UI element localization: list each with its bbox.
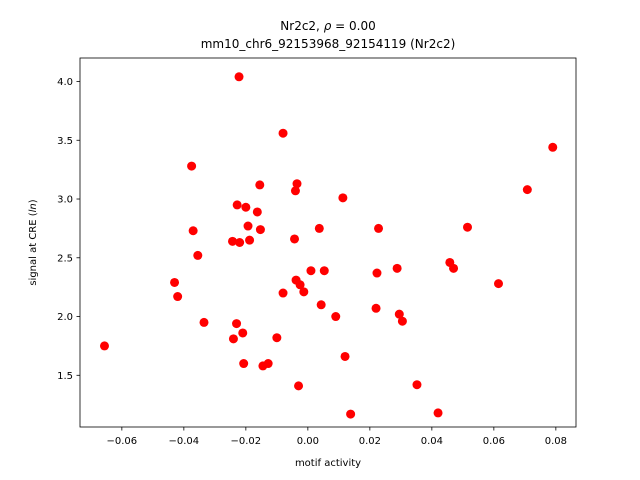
- data-point: [263, 359, 273, 369]
- chart-title-line2: mm10_chr6_92153968_92154119 (Nr2c2): [201, 37, 456, 51]
- data-point: [372, 268, 382, 278]
- plot-frame: [79, 57, 577, 428]
- y-tick-label: 1.5: [57, 371, 73, 382]
- data-point: [170, 277, 180, 287]
- data-point: [463, 222, 472, 232]
- data-point: [294, 381, 304, 391]
- y-axis-label: signal at CRE (ln): [28, 199, 39, 285]
- y-tick-label: 2.0: [57, 312, 73, 323]
- data-point: [228, 334, 238, 344]
- data-point: [272, 333, 282, 343]
- data-point: [199, 317, 209, 327]
- data-point: [522, 185, 532, 195]
- y-axis: 1.5 2.0 2.5 3.0 3.5 4.0: [57, 77, 80, 382]
- data-point: [548, 142, 558, 152]
- y-tick-label: 3.0: [57, 195, 73, 206]
- data-point: [394, 309, 404, 319]
- x-tick-label: 0.00: [297, 436, 319, 447]
- data-point: [314, 223, 324, 233]
- data-point: [255, 180, 265, 190]
- data-point: [397, 316, 407, 326]
- data-points: [99, 72, 558, 419]
- data-point: [239, 359, 249, 369]
- data-point: [295, 280, 305, 290]
- x-tick-label: −0.06: [107, 436, 138, 447]
- data-point: [234, 72, 244, 82]
- data-point: [238, 328, 248, 338]
- data-point: [290, 186, 300, 196]
- data-point: [193, 250, 203, 260]
- data-point: [241, 202, 251, 212]
- data-point: [243, 221, 253, 231]
- data-point: [346, 409, 356, 419]
- data-point: [433, 408, 443, 418]
- data-point: [278, 128, 288, 138]
- data-point: [232, 319, 242, 329]
- data-point: [232, 200, 242, 210]
- data-point: [331, 312, 341, 322]
- y-tick-label: 3.5: [57, 136, 73, 147]
- data-point: [187, 161, 197, 171]
- data-point: [99, 341, 109, 351]
- data-point: [290, 234, 300, 244]
- y-tick-label: 4.0: [57, 77, 73, 88]
- data-point: [255, 225, 265, 235]
- data-point: [188, 226, 198, 236]
- data-point: [392, 263, 402, 273]
- x-axis: −0.06 −0.04 −0.02 0.00 0.02 0.04 0.06 0.08: [107, 427, 567, 447]
- data-point: [306, 266, 316, 276]
- x-tick-label: 0.04: [421, 436, 443, 447]
- data-point: [412, 380, 422, 390]
- data-point: [340, 351, 350, 361]
- x-tick-label: −0.04: [169, 436, 200, 447]
- data-point: [338, 193, 348, 203]
- data-point: [173, 292, 183, 302]
- data-point: [228, 236, 238, 246]
- y-tick-label: 2.5: [57, 253, 73, 264]
- data-point: [292, 179, 302, 189]
- data-point: [245, 235, 255, 245]
- data-point: [494, 279, 503, 289]
- data-point: [278, 288, 288, 298]
- data-point: [316, 300, 326, 310]
- x-tick-label: 0.06: [483, 436, 505, 447]
- data-point: [374, 223, 384, 233]
- data-point: [252, 207, 262, 217]
- x-tick-label: −0.02: [231, 436, 262, 447]
- x-axis-label: motif activity: [295, 458, 361, 469]
- data-point: [299, 287, 309, 297]
- data-point: [319, 266, 329, 276]
- x-tick-label: 0.02: [359, 436, 381, 447]
- data-point: [449, 263, 459, 273]
- data-point: [235, 238, 245, 247]
- x-tick-label: 0.08: [545, 436, 567, 447]
- data-point: [371, 303, 381, 313]
- chart-title-line1: Nr2c2, ρ = 0.00: [280, 19, 375, 33]
